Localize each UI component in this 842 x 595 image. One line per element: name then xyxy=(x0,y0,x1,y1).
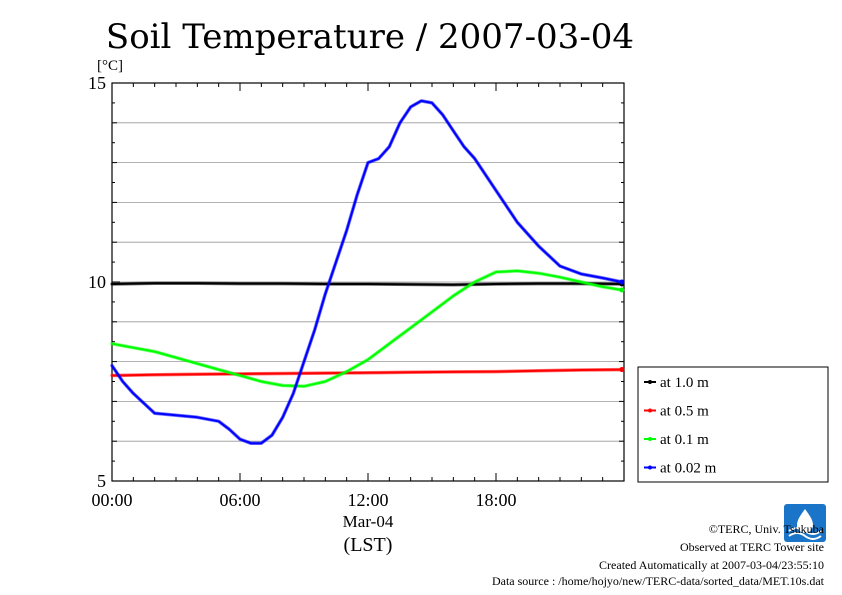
terc-logo-icon xyxy=(783,503,827,547)
footer-created: Created Automatically at 2007-03-04/23:5… xyxy=(599,558,824,572)
x-tick-label: 00:00 xyxy=(91,490,132,510)
legend-marker xyxy=(648,408,652,413)
x-tick-label: 12:00 xyxy=(347,490,388,510)
legend-label: at 0.02 m xyxy=(660,461,717,477)
series-line-at-0-02-m-halo xyxy=(110,99,624,445)
series-line-at-1-0-m xyxy=(111,282,623,286)
series-lines xyxy=(110,99,625,445)
chart-title: Soil Temperature / 2007-03-04 xyxy=(106,17,634,57)
y-tick-label: 15 xyxy=(88,73,106,93)
legend-label: at 0.5 m xyxy=(660,404,709,420)
legend-label: at 1.0 m xyxy=(660,375,709,391)
legend-label: at 0.1 m xyxy=(660,432,709,448)
x-axis-label: (LST) xyxy=(344,534,393,556)
y-axis-label: [°C] xyxy=(97,58,123,74)
axis-ticks: 5 10 15 00:00 06:00 12:00 18:00 xyxy=(88,73,625,510)
series-end-marker xyxy=(619,367,625,373)
x-tick-label: 06:00 xyxy=(219,490,260,510)
x-tick-label: 18:00 xyxy=(475,490,516,510)
series-line-at-0-1-m xyxy=(111,269,623,388)
y-tick-label: 5 xyxy=(97,471,106,491)
legend-marker xyxy=(648,465,652,470)
legend: at 1.0 m at 0.5 m at 0.1 m at 0.02 m xyxy=(637,366,829,483)
x-date-label: Mar-04 xyxy=(343,512,394,531)
footer-source: Data source : /home/hojyo/new/TERC-data/… xyxy=(491,574,824,588)
series-end-marker xyxy=(619,287,625,293)
series-line-at-0-5-m xyxy=(111,368,623,377)
legend-marker xyxy=(648,380,652,384)
legend-marker xyxy=(648,437,652,441)
footer-observed: Observed at TERC Tower site xyxy=(679,540,824,554)
footer-copyright: ©TERC, Univ. Tsukuba xyxy=(708,522,824,536)
y-tick-label: 10 xyxy=(88,272,106,292)
series-line-at-0-02-m xyxy=(111,99,623,445)
series-end-marker xyxy=(619,279,625,285)
legend-box xyxy=(637,366,829,483)
